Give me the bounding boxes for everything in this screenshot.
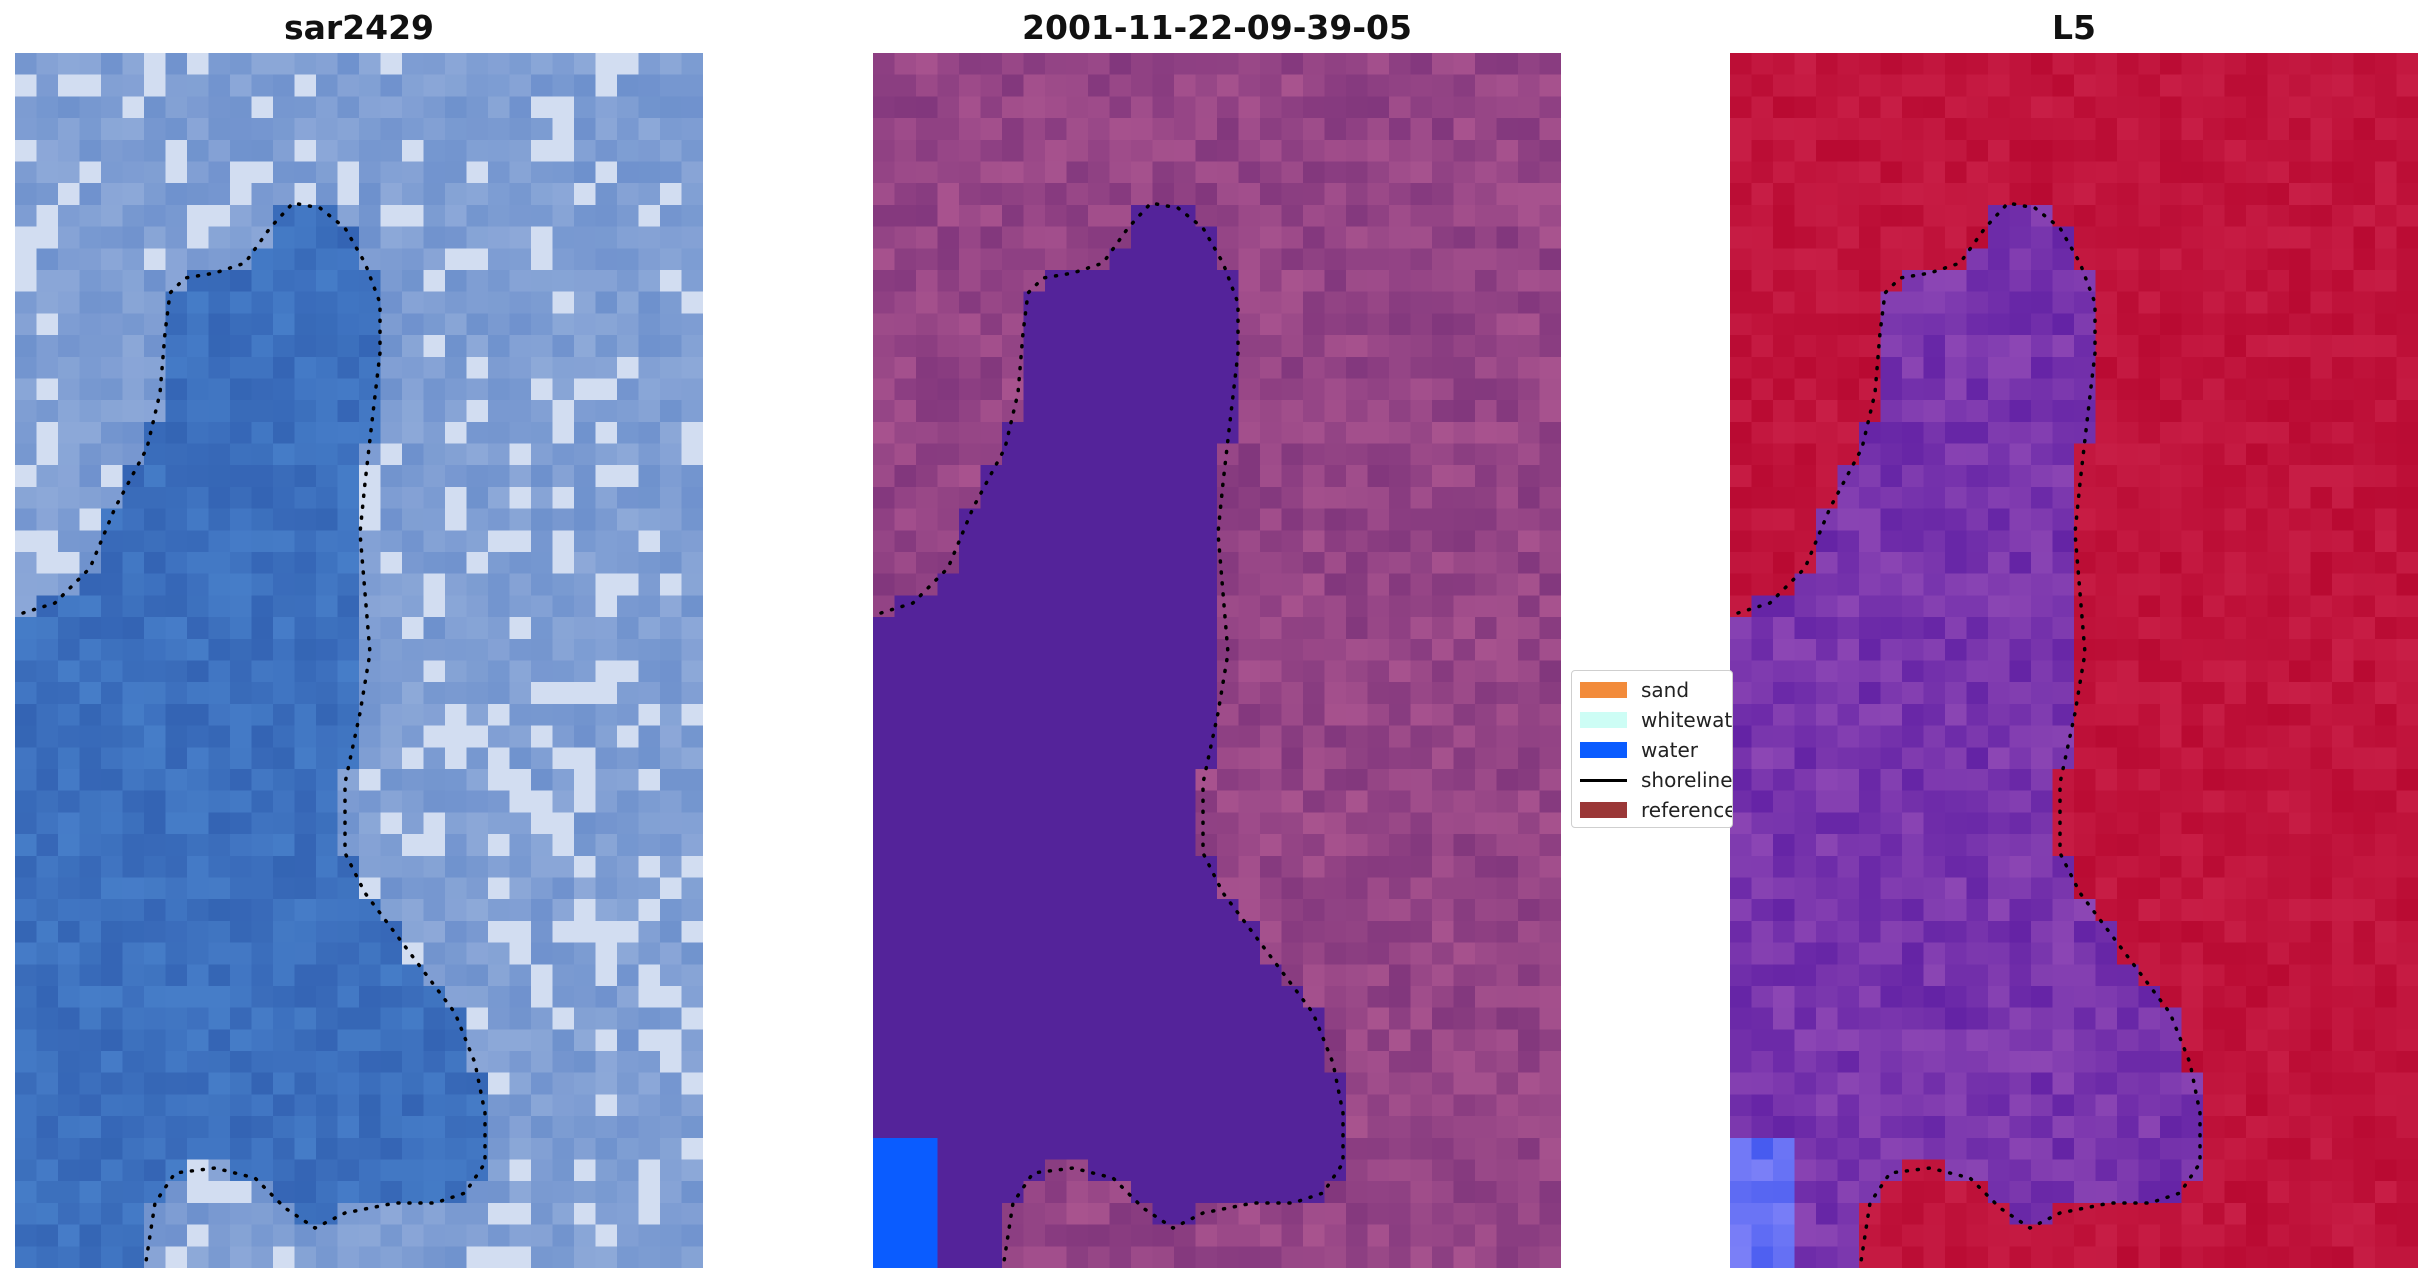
- legend-label-sand: sand: [1641, 678, 1690, 702]
- legend-swatch-whitewater: [1580, 712, 1627, 728]
- legend-label-whitewater: whitewater: [1641, 708, 1733, 732]
- shoreline-overlay-index: [1736, 201, 2202, 1268]
- legend-label-reference: reference: [1641, 798, 1733, 822]
- classified-image: [873, 53, 1561, 1268]
- rgb-image: [15, 53, 703, 1268]
- index-image-panel: [1730, 53, 2418, 1268]
- legend-swatch-sand: [1580, 682, 1627, 698]
- shoreline-overlay-classified: [879, 201, 1345, 1268]
- legend: sand whitewater water shoreline referenc…: [1571, 670, 1733, 828]
- panel-title-index: L5: [2052, 8, 2096, 47]
- legend-line-shoreline: [1580, 778, 1627, 782]
- panel-title-rgb: sar2429: [283, 8, 435, 47]
- legend-swatch-water: [1580, 742, 1627, 758]
- index-image: [1730, 53, 2418, 1268]
- legend-item-sand: sand: [1580, 678, 1690, 702]
- legend-item-reference: reference: [1580, 798, 1733, 822]
- classified-image-panel: [873, 53, 1561, 1268]
- rgb-image-panel: [15, 53, 703, 1268]
- legend-item-whitewater: whitewater: [1580, 708, 1733, 732]
- legend-label-water: water: [1641, 738, 1698, 762]
- legend-item-shoreline: shoreline: [1580, 768, 1733, 792]
- legend-item-water: water: [1580, 738, 1698, 762]
- panel-title-date: 2001-11-22-09-39-05: [1022, 8, 1412, 47]
- shoreline-overlay: [21, 201, 487, 1268]
- legend-swatch-reference: [1580, 802, 1627, 818]
- legend-label-shoreline: shoreline: [1641, 768, 1733, 792]
